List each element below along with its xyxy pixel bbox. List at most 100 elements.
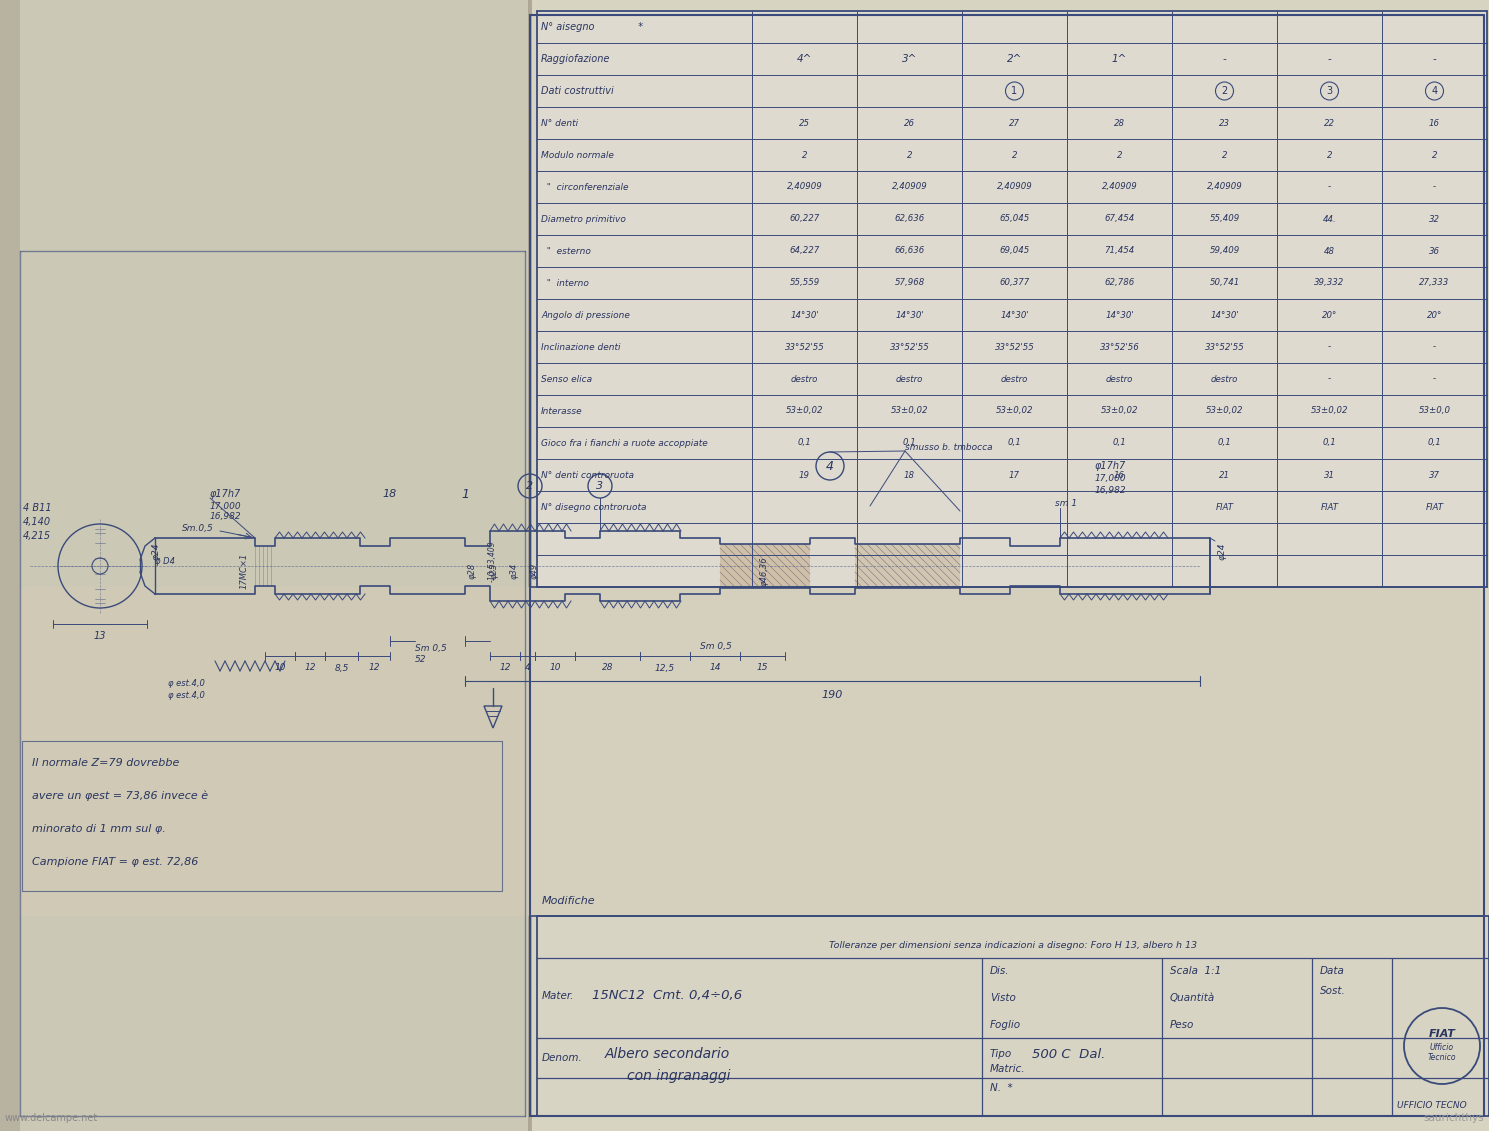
Text: Sm 0,5: Sm 0,5 [700, 641, 731, 650]
Text: 22: 22 [1324, 119, 1336, 128]
Bar [530, 792, 1489, 905]
Bar [530, 114, 1489, 227]
Text: Albero secondario: Albero secondario [605, 1047, 730, 1061]
Text: 18: 18 [904, 470, 916, 480]
Text: 57,968: 57,968 [895, 278, 925, 287]
Text: 4: 4 [826, 459, 834, 473]
Text: UFFICIO TECNO: UFFICIO TECNO [1397, 1102, 1467, 1111]
Text: 2,40909: 2,40909 [1102, 182, 1138, 191]
Text: 33°52'56: 33°52'56 [1099, 343, 1139, 352]
Text: 19: 19 [800, 470, 810, 480]
Text: destro: destro [896, 374, 923, 383]
Text: 500 C  Dal.: 500 C Dal. [1032, 1047, 1105, 1061]
Text: 2: 2 [1222, 150, 1227, 159]
Text: φ24: φ24 [1218, 542, 1227, 560]
Text: Interasse: Interasse [541, 406, 582, 415]
Text: 66,636: 66,636 [895, 247, 925, 256]
Text: -: - [1328, 343, 1331, 352]
Text: 53±0,02: 53±0,02 [1206, 406, 1243, 415]
Bar [530, 227, 1489, 340]
Text: destro: destro [1211, 374, 1239, 383]
Text: 15: 15 [756, 664, 768, 673]
Text: 36: 36 [1429, 247, 1440, 256]
Bar [721, 544, 810, 588]
Text: 14°30': 14°30' [1105, 311, 1135, 319]
Text: 2,40909: 2,40909 [892, 182, 928, 191]
Text: "  interno: " interno [541, 278, 588, 287]
Text: -10,53,409: -10,53,409 [488, 541, 497, 581]
Text: sm 1: sm 1 [1056, 500, 1077, 509]
Text: Foglio: Foglio [990, 1020, 1021, 1030]
Text: 60,377: 60,377 [999, 278, 1029, 287]
Text: 31: 31 [1324, 470, 1336, 480]
Text: 14°30': 14°30' [1001, 311, 1029, 319]
Text: 67,454: 67,454 [1105, 215, 1135, 224]
Text: 2,40909: 2,40909 [786, 182, 822, 191]
Text: smusso b. tmbocca: smusso b. tmbocca [905, 443, 993, 452]
Bar [855, 544, 960, 588]
Text: Scala  1:1: Scala 1:1 [1170, 966, 1221, 976]
Text: 8,5: 8,5 [335, 664, 348, 673]
Text: -: - [1432, 374, 1435, 383]
Text: 32: 32 [1429, 215, 1440, 224]
Text: 27,333: 27,333 [1419, 278, 1450, 287]
Text: Quantità: Quantità [1170, 993, 1215, 1003]
Text: N° disegno controruota: N° disegno controruota [541, 502, 646, 511]
Text: Peso: Peso [1170, 1020, 1194, 1030]
Text: 60,227: 60,227 [789, 215, 819, 224]
Bar [529, 0, 532, 1131]
Text: 12: 12 [368, 664, 380, 673]
Text: -: - [1432, 343, 1435, 352]
Text: Denom.: Denom. [542, 1053, 582, 1063]
Text: 65,045: 65,045 [999, 215, 1029, 224]
Text: 20°: 20° [1426, 311, 1443, 319]
Bar [530, 1, 1489, 114]
Text: minorato di 1 mm sul φ.: minorato di 1 mm sul φ. [31, 824, 165, 834]
Text: 2,40909: 2,40909 [996, 182, 1032, 191]
Text: 33°52'55: 33°52'55 [1205, 343, 1245, 352]
Text: Inclinazione denti: Inclinazione denti [541, 343, 621, 352]
Text: Campione FIAT = φ est. 72,86: Campione FIAT = φ est. 72,86 [31, 857, 198, 867]
Text: 2: 2 [801, 150, 807, 159]
Text: 0,1: 0,1 [1218, 439, 1231, 448]
Text: 62,786: 62,786 [1105, 278, 1135, 287]
Text: Modifiche: Modifiche [542, 896, 596, 906]
Text: avere un φest = 73,86 invece è: avere un φest = 73,86 invece è [31, 791, 208, 801]
Text: φ est.4,0: φ est.4,0 [168, 691, 205, 700]
Text: Angolo di pressione: Angolo di pressione [541, 311, 630, 319]
Text: Ufficio: Ufficio [1429, 1044, 1453, 1053]
Text: 16,982: 16,982 [1094, 486, 1127, 495]
Text: N° denti: N° denti [541, 119, 578, 128]
Text: 14°30': 14°30' [1211, 311, 1239, 319]
Text: 53±0,02: 53±0,02 [996, 406, 1033, 415]
Text: Il normale Z=79 dovrebbe: Il normale Z=79 dovrebbe [31, 758, 179, 768]
Text: 2: 2 [1117, 150, 1123, 159]
Text: 2: 2 [1327, 150, 1333, 159]
Text: con ingranaggi: con ingranaggi [627, 1069, 731, 1083]
Text: 62,636: 62,636 [895, 215, 925, 224]
Text: 4,140: 4,140 [22, 517, 51, 527]
Text: saurichthys: saurichthys [1423, 1113, 1485, 1123]
Text: 4 B11: 4 B11 [22, 503, 52, 513]
Text: φ25: φ25 [490, 563, 499, 579]
Text: 17: 17 [1010, 470, 1020, 480]
Text: -: - [1432, 54, 1437, 64]
Text: 20°: 20° [1322, 311, 1337, 319]
Text: 53±0,02: 53±0,02 [1310, 406, 1348, 415]
Text: N° aisegno              *: N° aisegno * [541, 21, 643, 32]
Text: Sm.0,5: Sm.0,5 [182, 524, 214, 533]
Text: FIAT: FIAT [1428, 1029, 1455, 1039]
Text: 28: 28 [602, 664, 613, 673]
Bar [538, 11, 1488, 587]
Bar [0, 0, 530, 1131]
Text: 52: 52 [415, 656, 426, 665]
Text: 0,1: 0,1 [1322, 439, 1336, 448]
Text: 10: 10 [549, 664, 561, 673]
Text: φ17h7: φ17h7 [210, 489, 241, 499]
Text: Dis.: Dis. [990, 966, 1010, 976]
Text: 3^: 3^ [902, 54, 917, 64]
Text: Matric.: Matric. [990, 1064, 1026, 1074]
Text: 69,045: 69,045 [999, 247, 1029, 256]
Text: φ34: φ34 [511, 563, 520, 579]
Text: 1: 1 [1011, 86, 1017, 96]
